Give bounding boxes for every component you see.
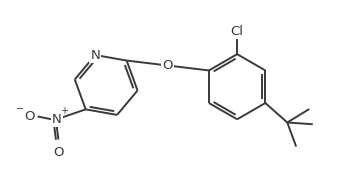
Text: Cl: Cl: [231, 25, 244, 38]
Text: O: O: [162, 59, 173, 72]
Text: N: N: [90, 48, 100, 62]
Text: O: O: [53, 146, 64, 159]
Text: O: O: [24, 110, 35, 123]
Text: +: +: [60, 107, 69, 116]
Text: N: N: [52, 113, 61, 126]
Text: −: −: [16, 104, 24, 114]
